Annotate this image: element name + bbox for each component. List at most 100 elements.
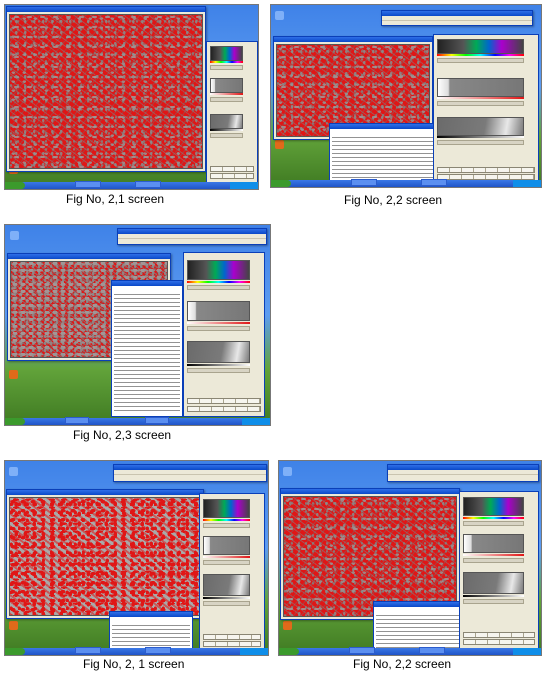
saturation-histogram xyxy=(187,301,250,321)
recycle-bin-icon[interactable] xyxy=(283,467,292,476)
taskbar-item[interactable] xyxy=(421,179,447,186)
saturation-slider[interactable] xyxy=(187,326,250,331)
start-button-icon[interactable] xyxy=(279,648,299,655)
imagej-icon[interactable] xyxy=(9,370,18,379)
panel-buttons[interactable] xyxy=(187,398,261,404)
saturation-strip xyxy=(437,97,524,99)
thresholded-image[interactable] xyxy=(276,44,430,137)
taskbar-item[interactable] xyxy=(419,647,445,654)
brightness-slider[interactable] xyxy=(463,599,524,604)
saturation-slider[interactable] xyxy=(463,558,524,563)
imagej-icon[interactable] xyxy=(283,621,292,630)
start-button-icon[interactable] xyxy=(5,418,25,425)
panel-buttons-2[interactable] xyxy=(203,641,261,647)
start-button-icon[interactable] xyxy=(5,182,25,189)
image-window-titlebar[interactable] xyxy=(7,490,203,495)
imagej-titlebar[interactable] xyxy=(382,11,532,16)
taskbar xyxy=(5,647,268,655)
recycle-bin-icon[interactable] xyxy=(10,231,19,240)
taskbar-item[interactable] xyxy=(65,417,89,424)
hue-slider[interactable] xyxy=(437,58,524,63)
panel-buttons[interactable] xyxy=(203,634,261,640)
saturation-slider[interactable] xyxy=(203,560,250,565)
taskbar-item[interactable] xyxy=(75,181,101,188)
taskbar-item[interactable] xyxy=(145,647,171,654)
brightness-slider[interactable] xyxy=(437,140,524,145)
hue-histogram xyxy=(187,260,250,280)
results-titlebar[interactable] xyxy=(330,124,440,129)
panel-buttons-2[interactable] xyxy=(210,173,254,179)
panel-buttons[interactable] xyxy=(437,167,535,173)
hue-slider[interactable] xyxy=(210,65,243,70)
imagej-titlebar[interactable] xyxy=(118,229,266,234)
imagej-icon[interactable] xyxy=(9,621,18,630)
image-window-titlebar[interactable] xyxy=(7,7,205,12)
taskbar-item[interactable] xyxy=(351,179,377,186)
screenshot-1 xyxy=(4,4,259,190)
results-titlebar[interactable] xyxy=(112,281,182,286)
panel-buttons-2[interactable] xyxy=(437,174,535,180)
saturation-histogram xyxy=(210,78,243,93)
saturation-strip xyxy=(210,93,243,95)
imagej-menu-window[interactable] xyxy=(113,464,267,482)
imagej-menubar[interactable] xyxy=(388,470,538,475)
recycle-bin-icon[interactable] xyxy=(9,467,18,476)
brightness-slider[interactable] xyxy=(210,133,243,138)
taskbar-item[interactable] xyxy=(349,647,375,654)
imagej-menubar[interactable] xyxy=(118,234,266,239)
imagej-menu-window[interactable] xyxy=(381,10,533,26)
start-button-icon[interactable] xyxy=(271,180,291,187)
results-table[interactable] xyxy=(373,601,463,651)
results-titlebar[interactable] xyxy=(110,612,192,617)
threshold-color-panel[interactable] xyxy=(183,252,265,417)
taskbar-item[interactable] xyxy=(145,417,169,424)
panel-buttons-2[interactable] xyxy=(187,406,261,412)
imagej-menubar[interactable] xyxy=(114,470,266,475)
panel-buttons-2[interactable] xyxy=(463,639,535,645)
image-window[interactable] xyxy=(6,489,204,619)
thresholded-image[interactable] xyxy=(9,14,203,169)
brightness-slider[interactable] xyxy=(187,368,250,373)
imagej-icon[interactable] xyxy=(275,140,284,149)
start-button-icon[interactable] xyxy=(5,648,25,655)
panel-buttons[interactable] xyxy=(210,166,254,172)
hue-slider[interactable] xyxy=(463,521,524,526)
imagej-menubar[interactable] xyxy=(382,16,532,21)
taskbar-item[interactable] xyxy=(75,647,101,654)
hue-strip xyxy=(187,281,250,283)
image-window[interactable] xyxy=(280,488,460,620)
taskbar xyxy=(5,181,258,189)
results-titlebar[interactable] xyxy=(374,602,462,607)
results-table[interactable] xyxy=(329,123,441,181)
hue-strip xyxy=(463,517,524,519)
threshold-color-panel[interactable] xyxy=(459,491,539,651)
brightness-slider[interactable] xyxy=(203,601,250,606)
image-window-titlebar[interactable] xyxy=(8,254,170,259)
threshold-color-panel[interactable] xyxy=(206,41,258,183)
imagej-menu-window[interactable] xyxy=(117,228,267,245)
recycle-bin-icon[interactable] xyxy=(275,11,284,20)
thresholded-image[interactable] xyxy=(9,497,201,616)
saturation-slider[interactable] xyxy=(437,101,524,106)
image-window[interactable] xyxy=(273,36,433,140)
results-table[interactable] xyxy=(111,280,183,417)
hue-slider[interactable] xyxy=(187,285,250,290)
taskbar-item[interactable] xyxy=(135,181,161,188)
figure-caption: Fig No, 2,3 screen xyxy=(73,428,172,442)
threshold-color-panel[interactable] xyxy=(199,493,265,651)
image-window-titlebar[interactable] xyxy=(274,37,432,42)
saturation-strip xyxy=(463,554,524,556)
imagej-menu-window[interactable] xyxy=(387,464,539,482)
imagej-titlebar[interactable] xyxy=(114,465,266,470)
thresholded-image[interactable] xyxy=(283,496,457,617)
results-table[interactable] xyxy=(109,611,193,651)
system-tray xyxy=(242,418,270,425)
hue-slider[interactable] xyxy=(203,523,250,528)
saturation-slider[interactable] xyxy=(210,97,243,102)
imagej-titlebar[interactable] xyxy=(388,465,538,470)
hue-strip xyxy=(437,54,524,56)
image-window-titlebar[interactable] xyxy=(281,489,459,494)
image-window[interactable] xyxy=(6,6,206,172)
threshold-color-panel[interactable] xyxy=(433,34,539,183)
panel-buttons[interactable] xyxy=(463,632,535,638)
